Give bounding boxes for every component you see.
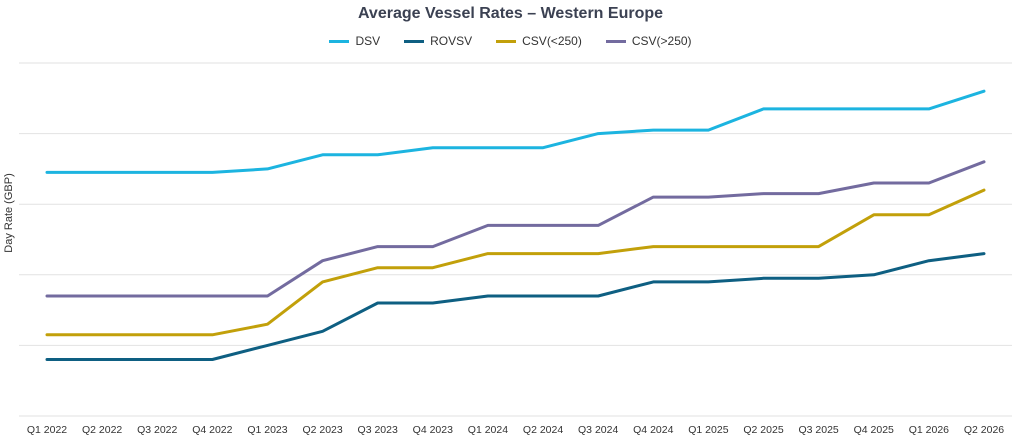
x-tick-label: Q1 2022 [27, 424, 67, 436]
x-tick-label: Q2 2023 [302, 424, 342, 436]
series-line-rovsv[interactable] [45, 252, 986, 361]
legend-item-dsv[interactable]: DSV [329, 34, 380, 48]
legend-label-csv-small: CSV(<250) [522, 34, 582, 48]
x-tick-label: Q2 2026 [964, 424, 1004, 436]
x-tick-label: Q4 2025 [854, 424, 894, 436]
x-tick-label: Q3 2025 [798, 424, 838, 436]
x-tick-label: Q4 2022 [192, 424, 232, 436]
legend-label-rovsv: ROVSV [430, 34, 473, 48]
x-tick-label: Q3 2024 [578, 424, 618, 436]
legend-label-csv-large: CSV(>250) [631, 34, 692, 48]
x-tick-label: Q4 2024 [633, 424, 673, 436]
series-lines [45, 89, 986, 361]
x-axis-ticks: Q1 2022 Q2 2022 Q3 2022 Q4 2022 Q1 2023 Q2 20… [27, 424, 1004, 436]
x-tick-label: Q2 2025 [743, 424, 783, 436]
legend-swatch-dsv [329, 39, 350, 43]
legend-swatch-csv-small [496, 39, 517, 43]
x-tick-label: Q1 2023 [247, 424, 287, 436]
x-tick-label: Q1 2025 [688, 424, 728, 436]
y-axis-label: Day Rate (GBP) [3, 173, 15, 252]
series-line-csv-250-[interactable] [45, 160, 986, 298]
legend-swatch-rovsv [404, 39, 425, 43]
x-tick-label: Q1 2024 [468, 424, 508, 436]
chart-title: Average Vessel Rates – Western Europe [357, 5, 664, 22]
x-tick-label: Q3 2022 [137, 424, 177, 436]
x-tick-label: Q2 2022 [82, 424, 122, 436]
legend-item-rovsv[interactable]: ROVSV [404, 34, 472, 48]
legend-label-dsv: DSV [355, 34, 381, 48]
chart-legend: DSV ROVSV CSV(<250) CSV(>250) [0, 34, 1021, 48]
legend-item-csv-small[interactable]: CSV(<250) [496, 34, 582, 48]
series-line-csv-250-[interactable] [45, 188, 986, 337]
series-line-dsv[interactable] [45, 89, 986, 174]
x-tick-label: Q3 2023 [358, 424, 398, 436]
gridlines [19, 62, 1012, 417]
x-tick-label: Q1 2026 [909, 424, 949, 436]
x-tick-label: Q2 2024 [523, 424, 563, 436]
x-tick-label: Q4 2023 [413, 424, 453, 436]
legend-item-csv-large[interactable]: CSV(>250) [605, 34, 692, 48]
legend-swatch-csv-large [605, 39, 626, 43]
